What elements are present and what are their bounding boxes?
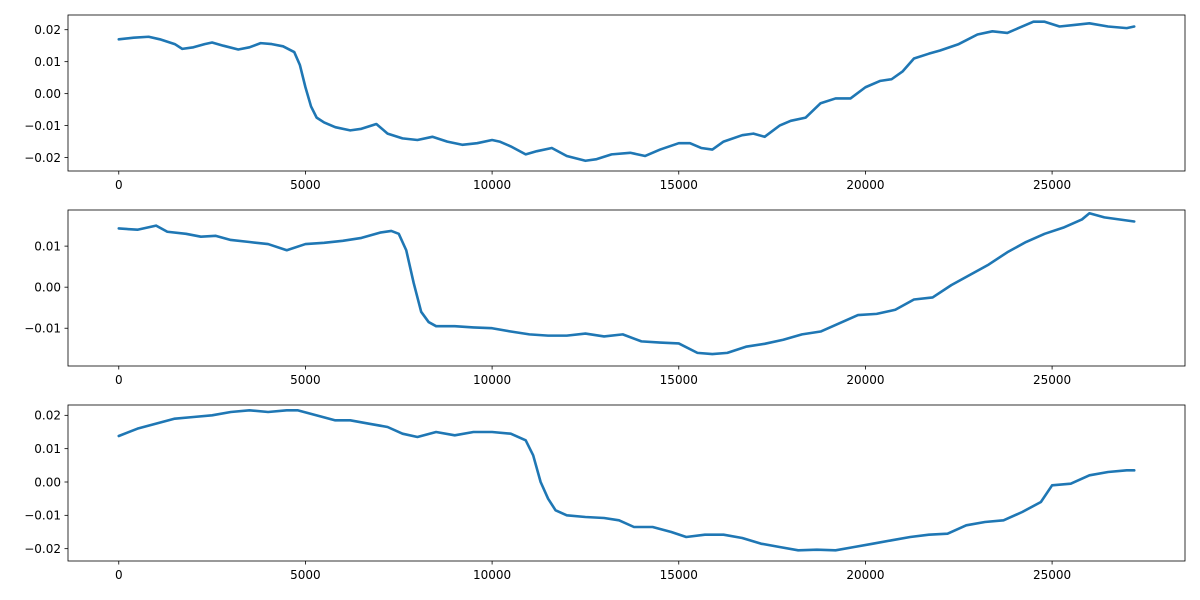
x-tick-label: 5000 — [290, 568, 321, 582]
x-tick-label: 0 — [115, 178, 123, 192]
y-tick-label: −0.02 — [24, 542, 61, 556]
x-tick-label: 10000 — [473, 373, 511, 387]
subplot-1: 0 5000 10000 15000 20000 25000 −0.02 −0.01 0.00 0… — [24, 14, 1186, 192]
y-tick-label: 0.00 — [34, 87, 61, 101]
y-tick-label: −0.01 — [24, 322, 61, 336]
x-tick-label: 15000 — [660, 373, 698, 387]
x-tick-label: 15000 — [660, 178, 698, 192]
y-tick-label: 0.00 — [34, 475, 61, 489]
y-tick-label: 0.01 — [34, 442, 61, 456]
axes-frame — [67, 404, 1186, 562]
y-tick-label: 0.00 — [34, 280, 61, 294]
subplot-2: 0 5000 10000 15000 20000 25000 −0.01 0.00 0.01 — [24, 209, 1186, 387]
y-tick-label: 0.01 — [34, 55, 61, 69]
axes-frame — [67, 14, 1186, 172]
x-tick-label: 5000 — [290, 178, 321, 192]
y-tick-label: −0.02 — [24, 151, 61, 165]
x-tick-label: 10000 — [473, 568, 511, 582]
x-tick-label: 20000 — [846, 178, 884, 192]
x-tick-label: 25000 — [1033, 178, 1071, 192]
x-tick-label: 10000 — [473, 178, 511, 192]
x-tick-label: 0 — [115, 568, 123, 582]
series-line-1-1 — [117, 20, 1136, 163]
subplot-3: 0 5000 10000 15000 20000 25000 −0.02 −0.01 0.00 0… — [24, 404, 1186, 582]
x-tick-label: 5000 — [290, 373, 321, 387]
axes-frame — [67, 209, 1186, 367]
x-tick-label: 25000 — [1033, 373, 1071, 387]
y-tick-label: 0.02 — [34, 409, 61, 423]
series-line-2-1 — [117, 211, 1136, 356]
x-tick-label: 20000 — [846, 373, 884, 387]
y-tick-label: −0.01 — [24, 509, 61, 523]
x-tick-label: 0 — [115, 373, 123, 387]
y-tick-label: −0.01 — [24, 119, 61, 133]
series-line-3-1 — [117, 409, 1136, 552]
y-tick-label: 0.02 — [34, 23, 61, 37]
x-tick-label: 20000 — [846, 568, 884, 582]
x-tick-label: 25000 — [1033, 568, 1071, 582]
x-tick-label: 15000 — [660, 568, 698, 582]
y-tick-label: 0.01 — [34, 239, 61, 253]
